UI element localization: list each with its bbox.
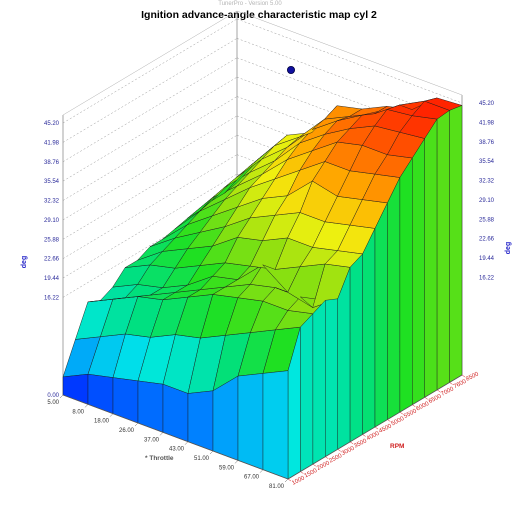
z-tick-label-left: 41.98 [44,140,60,146]
max-value-marker [286,66,295,75]
rpm-tick-label: 1000 [291,475,306,487]
rpm-tick-label: 3500 [353,438,368,450]
z-tick-label-right: 35.54 [479,159,495,165]
rpm-axis-label: RPM [390,443,404,450]
throttle-tick-label: 8.00 [72,409,84,415]
z-tick-label-left: 0.00 [47,393,59,399]
rpm-tick-label: 2500 [328,453,343,465]
rpm-tick-label: 1500 [304,468,319,480]
z-tick-label-right: 41.98 [479,120,495,126]
throttle-tick-label: 37.00 [144,437,160,443]
throttle-axis-label: * Throttle [145,455,174,462]
throttle-tick-label: 5.00 [47,400,59,406]
rpm-tick-label: 7000 [440,386,455,398]
surface-skirt-throttle [112,377,139,424]
surface-skirt-rpm [362,228,376,435]
rpm-tick-label: 5500 [403,408,418,420]
surface-skirt-rpm [312,299,326,465]
z-tick-label-right: 25.88 [479,217,495,223]
rpm-tick-label: 5000 [391,416,406,428]
throttle-tick-label: 51.00 [194,456,210,462]
throttle-tick-label: 26.00 [119,428,135,434]
throttle-tick-label: 81.00 [269,484,285,490]
z-tick-label-left: 19.44 [44,276,60,282]
surface-skirt-throttle [162,383,189,442]
z-tick-label-left: 29.10 [44,218,60,224]
z-axis-label-right: deg [505,242,512,254]
rpm-tick-label: 8500 [465,371,480,383]
surface-skirt-throttle [87,373,114,414]
rpm-tick-label: 4500 [378,423,393,435]
surface-skirt-rpm [325,298,338,458]
z-tick-label-right: 38.76 [479,140,495,146]
surface-skirt-rpm [436,110,450,391]
surface-skirt-rpm [399,157,413,413]
rpm-tick-label: 6000 [415,401,430,413]
surface-skirt-throttle [187,390,214,452]
surface-skirt-rpm [349,253,363,443]
surface-skirt-rpm [337,267,351,450]
z-tick-label-right: 22.66 [479,237,495,243]
z-tick-label-left: 32.32 [44,199,60,205]
throttle-tick-label: 18.00 [94,419,110,425]
chart-axes: 45.20 41.98 38.76 35.54 32.32 29.10 25.88 22.66… [44,101,495,490]
z-tick-label-left: 22.66 [44,257,60,263]
chart-title: Ignition advance-angle characteristic ma… [141,9,377,21]
z-tick-label-left: 16.22 [44,295,60,301]
z-tick-label-left: 25.88 [44,237,60,243]
surface-skirt-rpm [387,177,401,420]
window-watermark: TunerPro - Version 5.00 [218,1,282,7]
z-tick-label-right: 29.10 [479,198,495,204]
rpm-tick-label: 2000 [316,460,331,472]
throttle-tick-label: 43.00 [169,447,185,453]
z-tick-label-left: 45.20 [44,121,60,127]
z-tick-label-right: 32.32 [479,179,495,185]
surface-skirt-throttle [237,373,264,470]
surface-mesh [62,97,463,480]
surface-skirt-rpm [374,202,388,428]
surface-skirt-rpm [412,137,425,406]
rpm-tick-label: 3000 [341,445,356,457]
throttle-tick-label: 67.00 [244,475,260,481]
surface-skirt-throttle [212,375,239,461]
surface-skirt-rpm [300,313,314,472]
z-axis-label-left: deg [21,256,28,268]
z-tick-label-right: 19.44 [479,256,495,262]
z-tick-label-right: 16.22 [479,275,495,281]
throttle-tick-label: 59.00 [219,465,235,471]
z-tick-label-right: 45.20 [479,101,495,107]
surface-skirt-rpm [424,118,438,398]
z-tick-label-left: 38.76 [44,160,60,166]
z-tick-label-left: 35.54 [44,179,60,185]
surface-skirt-throttle [262,370,289,480]
rpm-tick-label: 6500 [428,393,443,405]
surface-skirt-rpm [449,105,463,383]
rpm-tick-label: 4000 [366,430,381,442]
rpm-tick-label: 7600 [453,378,468,390]
